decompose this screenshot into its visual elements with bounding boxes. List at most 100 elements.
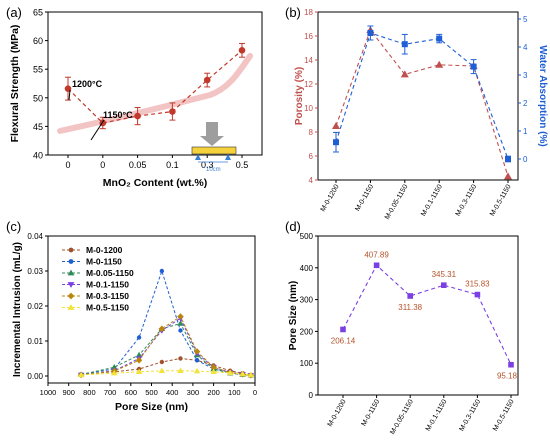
bending-test-inset: 10cm [191,122,237,173]
legend-label: M-0.1-1150 [86,280,129,290]
data-point [134,112,141,120]
data-point [158,325,166,332]
annotation-1150: 1150°C [103,110,133,120]
x-tick-label: M-0.05-1150 [389,398,415,436]
data-point [135,368,143,374]
water-point [367,30,374,36]
y-tick-label-left: 14 [304,56,313,65]
series-line [81,322,251,376]
data-point [247,371,255,378]
x-tick-label: 900 [62,388,75,397]
porosity-point [332,122,340,129]
data-point [177,313,184,320]
data-point [111,364,118,370]
x-tick-label: 400 [166,388,179,397]
panel-label-a: (a) [6,5,22,20]
legend-label: M-0-1150 [86,257,122,267]
panel-a: 40 45 50 55 60 65 0 0 0.05 0.1 0.3 0.5 MnO₂ Content … [9,8,263,189]
data-point [193,348,201,355]
legend-marker [68,247,74,253]
data-point [508,361,514,368]
y-tick-label: 400 [300,264,314,273]
y-axis-label: Incremental Intrusion (mL/g) [12,242,23,377]
x-axis-label: Pore Size (nm) [115,401,188,413]
plot-frame [47,235,256,384]
data-point [373,262,380,269]
x-tick-label: 1000 [40,388,57,397]
trend-band [57,53,253,134]
data-point [178,356,183,361]
data-point [238,47,246,54]
y-tick-label-left: 16 [304,32,313,41]
x-tick-label: M-0.5-1150 [489,183,513,217]
legend-label: M-0-1200 [86,245,123,255]
porosity-point [400,70,409,78]
panel-label-c: (c) [6,219,21,234]
y-tick-label-right: 2 [523,99,528,108]
y-tick-label: 200 [300,327,314,336]
data-point [340,326,346,333]
x-tick-label: 0.05 [129,160,147,170]
data-point [178,328,183,333]
data-point [210,368,217,374]
y-tick-label: 0.00 [27,372,43,381]
y-tick-label-left: 6 [309,152,314,161]
y-tick-label: 45 [33,122,43,132]
x-tick-label: 200 [207,388,220,397]
x-tick-label: 0 [65,160,70,170]
series-line [67,49,243,124]
y-tick-label-left: 18 [304,8,313,17]
x-tick-label: M-0.05-1150 [384,183,410,221]
data-point [203,76,211,84]
water-point [436,35,443,42]
water-point [333,139,339,146]
plot-frame [317,235,519,396]
y-axis-label: Pore Size (nm) [288,281,299,350]
data-label: 315.83 [465,280,490,289]
data-point [158,367,166,373]
x-axis-label: MnO₂ Content (wt.%) [103,177,207,189]
data-point [135,351,143,358]
water-point [401,41,408,48]
data-point [159,359,165,365]
x-tick-label: M-0-1200 [320,183,341,213]
y-tick-label: 0.03 [27,267,43,276]
y-tick-label-left: 8 [309,128,314,137]
water-line [335,32,509,160]
y-tick-label: 50 [33,93,43,103]
data-point [159,268,165,274]
x-tick-label: 300 [187,388,200,397]
data-point [135,357,143,364]
x-tick-label: 100 [228,388,241,397]
porosity-line [335,28,509,177]
y-tick-label: 40 [33,151,43,161]
legend-marker [67,269,75,276]
annotation-arrow [68,89,71,101]
annotation-1200: 1200°C [72,79,103,89]
data-point [169,108,176,115]
data-label: 345.31 [432,270,457,279]
y-tick-label: 0.01 [27,337,43,346]
y-tick-label-right: 0 [523,155,528,164]
y-tick-label-right: 1 [523,127,528,136]
porosity-point [435,60,444,68]
annotation-arrow [90,119,105,141]
data-point [193,367,201,374]
y-tick-label: 65 [33,8,43,18]
panel-label-b: (b) [285,5,301,20]
water-point [505,156,511,162]
x-tick-label: 700 [104,388,117,397]
y-tick-label-right: 3 [523,71,528,80]
x-tick-label: 0 [253,388,257,397]
panel-label-d: (d) [285,219,301,234]
x-tick-label: M-0.5-1150 [492,398,516,432]
x-tick-label: M-0.3-1150 [455,183,479,217]
data-point [194,358,200,363]
support-left [195,154,201,160]
water-point [470,63,477,70]
x-tick-label: 600 [125,388,138,397]
data-label: 311.38 [398,303,422,312]
data-label: 95.18 [497,372,518,381]
